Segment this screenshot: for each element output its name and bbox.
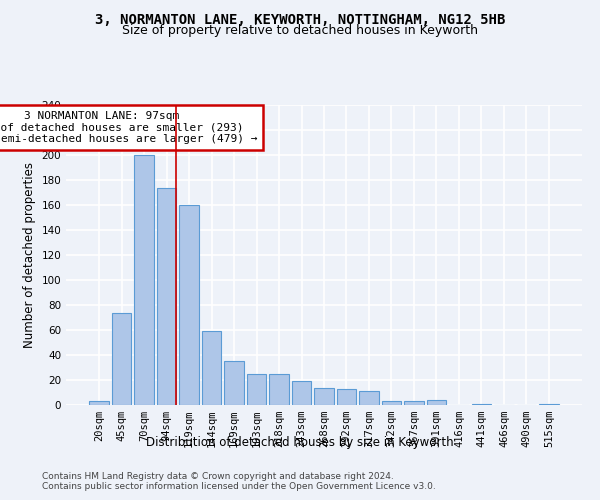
Bar [539, 404, 559, 405]
Bar [404, 401, 424, 405]
Bar [269, 374, 289, 405]
Bar [112, 312, 131, 405]
Bar [157, 188, 176, 405]
Bar [292, 381, 311, 405]
Text: Distribution of detached houses by size in Keyworth: Distribution of detached houses by size … [146, 436, 454, 449]
Bar [134, 155, 154, 405]
Y-axis label: Number of detached properties: Number of detached properties [23, 162, 36, 348]
Bar [427, 400, 446, 405]
Text: Contains HM Land Registry data © Crown copyright and database right 2024.: Contains HM Land Registry data © Crown c… [42, 472, 394, 481]
Bar [359, 391, 379, 405]
Bar [314, 388, 334, 405]
Bar [247, 374, 266, 405]
Text: Size of property relative to detached houses in Keyworth: Size of property relative to detached ho… [122, 24, 478, 37]
Bar [202, 331, 221, 405]
Bar [337, 389, 356, 405]
Text: 3 NORMANTON LANE: 97sqm
← 38% of detached houses are smaller (293)
62% of semi-d: 3 NORMANTON LANE: 97sqm ← 38% of detache… [0, 111, 257, 144]
Bar [224, 361, 244, 405]
Bar [89, 401, 109, 405]
Bar [472, 404, 491, 405]
Bar [382, 401, 401, 405]
Text: Contains public sector information licensed under the Open Government Licence v3: Contains public sector information licen… [42, 482, 436, 491]
Bar [179, 205, 199, 405]
Text: 3, NORMANTON LANE, KEYWORTH, NOTTINGHAM, NG12 5HB: 3, NORMANTON LANE, KEYWORTH, NOTTINGHAM,… [95, 12, 505, 26]
